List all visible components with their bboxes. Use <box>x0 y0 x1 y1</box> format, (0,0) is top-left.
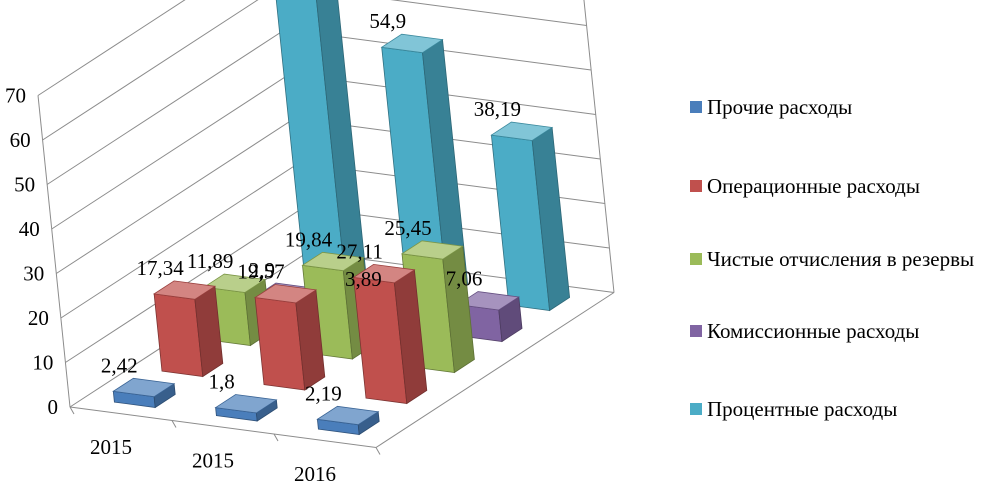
bar-top-face <box>112 377 176 398</box>
legend-item-reserves: Чистые отчисления в резервы <box>690 246 980 272</box>
bar-top-face <box>203 273 267 293</box>
legend-swatch-purple-icon <box>690 325 702 337</box>
y-tick-label: 30 <box>23 262 44 286</box>
legend-swatch-cyan-icon <box>690 403 702 415</box>
y-tick-label: 60 <box>10 128 31 152</box>
y-tick-label: 0 <box>48 395 59 419</box>
legend-label: Процентные расходы <box>707 397 898 421</box>
legend-label: Чистые отчисления в резервы <box>707 247 975 271</box>
y-tick-label: 50 <box>14 173 35 197</box>
data-label: 7,06 <box>446 267 483 291</box>
data-label: 11,89 <box>187 249 233 273</box>
chart-bars <box>112 0 571 436</box>
legend-swatch-blue-icon <box>690 101 702 113</box>
bar-top-face <box>490 121 554 141</box>
legend-item-interest-expenses: Процентные расходы <box>690 396 980 422</box>
bar-top-face <box>152 280 217 300</box>
data-label: 2,19 <box>305 381 342 405</box>
bar <box>316 405 380 436</box>
gridline <box>42 0 587 141</box>
data-label: 3,89 <box>345 267 382 291</box>
legend-swatch-red-icon <box>690 180 702 192</box>
bar <box>112 377 176 409</box>
legend-label: Операционные расходы <box>707 174 920 198</box>
legend-item-operating-expenses: Операционные расходы <box>690 173 980 199</box>
bar-top-face <box>316 405 380 426</box>
bar <box>152 280 224 378</box>
bar-top-face <box>352 263 416 284</box>
x-tick-mark <box>375 447 381 455</box>
x-tick-label: 2016 <box>294 462 336 484</box>
bar-top-face <box>456 291 520 311</box>
y-tick-label: 20 <box>28 306 49 330</box>
bar-top-face <box>214 394 278 414</box>
gridline <box>37 0 186 96</box>
bar <box>490 121 571 312</box>
legend-item-other-expenses: Прочие расходы <box>690 94 980 120</box>
x-tick-label: 2015 <box>90 435 132 459</box>
bar <box>352 263 428 405</box>
legend-label: Комиссионные расходы <box>707 319 920 343</box>
data-label: 25,45 <box>384 216 431 240</box>
x-tick-mark <box>69 406 75 415</box>
bar <box>253 284 326 391</box>
legend-swatch-green-icon <box>690 253 702 265</box>
data-label: 19,84 <box>285 227 333 251</box>
data-label: 19,57 <box>237 259 284 283</box>
legend-label: Прочие расходы <box>707 95 853 119</box>
wall-edge <box>583 0 615 293</box>
wall-edge <box>37 95 71 408</box>
data-label: 2,42 <box>101 353 138 377</box>
bar-top-face <box>400 240 464 260</box>
data-label: 2,9 <box>249 258 275 282</box>
chart-data-labels: 38,1954,965,457,063,892,925,4519,8411,89… <box>101 9 521 405</box>
bar-top-face <box>380 33 444 54</box>
y-tick-label: 70 <box>5 84 26 108</box>
bar-top-face <box>301 251 365 272</box>
chart-axes: 0 10 20 30 40 50 60 70 2015 2015 2016 <box>5 84 381 484</box>
bar <box>214 394 278 422</box>
x-tick-mark <box>273 433 279 442</box>
bar-top-face <box>253 284 318 304</box>
y-tick-label: 40 <box>19 217 40 241</box>
data-label: 1,8 <box>208 370 234 394</box>
y-tick-label: 10 <box>32 351 53 375</box>
legend-item-commission-expenses: Комиссионные расходы <box>690 318 980 344</box>
data-label: 38,19 <box>474 97 521 121</box>
data-label: 27,11 <box>336 239 382 263</box>
data-label: 54,9 <box>369 9 406 33</box>
x-tick-label: 2015 <box>192 448 234 472</box>
bar <box>380 33 469 298</box>
data-label: 17,34 <box>136 256 184 280</box>
x-tick-mark <box>171 420 177 428</box>
